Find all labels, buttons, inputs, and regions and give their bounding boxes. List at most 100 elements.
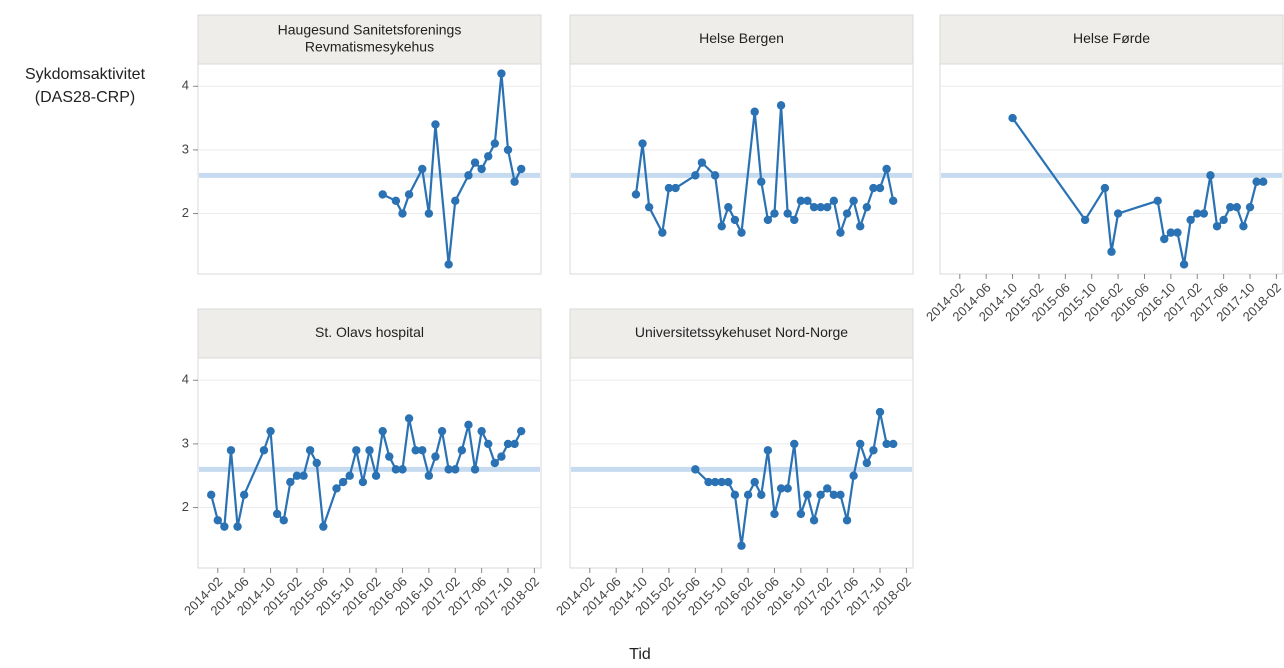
data-point	[691, 465, 700, 474]
data-point	[631, 190, 641, 199]
data-point	[378, 426, 387, 436]
panel-title: St. Olavs hospital	[315, 324, 424, 340]
data-point	[490, 139, 500, 148]
data-point	[1173, 228, 1182, 237]
panel-header	[197, 14, 542, 65]
data-point	[730, 215, 740, 225]
data-point	[1186, 215, 1195, 225]
data-point	[757, 490, 766, 500]
panel-title: Revmatismesykehus	[305, 39, 434, 55]
data-point	[882, 164, 891, 174]
data-point	[424, 471, 434, 480]
y-tick-label: 3	[182, 141, 189, 156]
data-point	[418, 164, 427, 174]
data-point	[279, 516, 288, 525]
data-point	[470, 465, 480, 474]
data-point	[691, 171, 700, 180]
data-point	[226, 446, 236, 455]
data-point	[233, 522, 242, 531]
data-point	[484, 152, 493, 161]
data-point	[849, 471, 858, 480]
data-point	[378, 190, 387, 199]
data-point	[398, 465, 407, 474]
data-point	[790, 439, 799, 449]
data-point	[724, 477, 733, 487]
plot-area	[569, 63, 914, 275]
data-point	[889, 439, 898, 449]
panel-title: Helse Førde	[1073, 30, 1150, 46]
data-point	[365, 446, 374, 455]
data-point	[724, 202, 733, 212]
data-point	[770, 209, 779, 218]
data-point	[411, 446, 420, 455]
data-point	[829, 490, 839, 500]
data-point	[464, 171, 473, 180]
data-point	[842, 516, 852, 525]
data-point	[517, 164, 526, 174]
data-point	[464, 420, 473, 430]
data-point	[286, 477, 295, 487]
data-point	[704, 477, 713, 487]
data-point	[484, 439, 493, 449]
data-point	[352, 446, 361, 455]
data-point	[842, 209, 852, 218]
data-point	[451, 465, 460, 474]
plot-area	[569, 357, 914, 569]
panel-header	[197, 308, 542, 359]
y-tick-label: 4	[182, 372, 189, 387]
data-point	[404, 414, 414, 423]
data-point	[869, 446, 878, 455]
plot-area	[939, 63, 1284, 275]
data-point	[823, 484, 832, 493]
data-point	[743, 490, 753, 500]
data-point	[710, 171, 720, 180]
data-point	[1219, 215, 1228, 225]
panel-header	[569, 308, 914, 359]
data-point	[856, 439, 865, 449]
data-point	[882, 439, 891, 449]
data-point	[869, 183, 878, 193]
data-point	[862, 458, 872, 468]
data-point	[437, 426, 447, 436]
data-point	[503, 145, 513, 155]
data-point	[266, 426, 275, 436]
data-point	[783, 484, 792, 493]
data-point	[510, 439, 519, 449]
data-point	[391, 465, 401, 474]
data-point	[671, 183, 680, 193]
data-point	[457, 446, 467, 455]
data-point	[418, 446, 427, 455]
data-point	[1153, 196, 1162, 206]
data-point	[750, 477, 759, 487]
data-point	[658, 228, 667, 237]
y-tick-label: 2	[182, 205, 189, 220]
data-point	[664, 183, 674, 193]
data-point	[477, 426, 486, 436]
data-point	[220, 522, 229, 531]
y-tick-label: 2	[182, 499, 189, 514]
y-tick-label: 3	[182, 435, 189, 450]
data-point	[889, 196, 898, 206]
data-point	[730, 490, 740, 500]
data-point	[1245, 202, 1255, 212]
data-point	[517, 426, 526, 436]
data-point	[770, 509, 779, 519]
data-point	[206, 490, 216, 500]
data-point	[1206, 171, 1215, 180]
data-point	[510, 177, 519, 186]
x-axis-label: Tid	[629, 646, 651, 663]
data-point	[803, 196, 812, 206]
data-point	[796, 196, 806, 206]
data-point	[1080, 215, 1090, 225]
data-point	[345, 471, 354, 480]
plot-area	[197, 63, 542, 275]
data-point	[776, 484, 786, 493]
data-point	[757, 177, 766, 186]
data-point	[1193, 209, 1202, 218]
data-point	[272, 509, 282, 519]
data-point	[809, 516, 819, 525]
data-point	[497, 69, 506, 78]
data-point	[763, 446, 773, 455]
data-point	[503, 439, 513, 449]
data-point	[431, 120, 440, 129]
